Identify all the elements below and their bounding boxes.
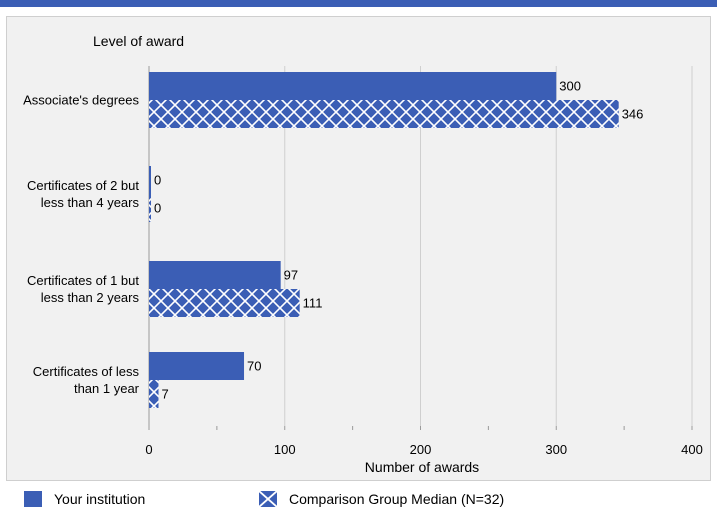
x-tick-label: 400: [681, 442, 703, 457]
bar-value-label: 97: [284, 268, 298, 283]
legend: Your institution Comparison Group Median…: [0, 488, 717, 514]
category-label: Associate's degrees: [23, 93, 139, 108]
category-label: less than 2 years: [41, 290, 140, 305]
x-tick-label: 100: [274, 442, 296, 457]
bar-chart: Level of award Number of awards 30009770…: [23, 33, 703, 475]
bar-value-label: 346: [622, 107, 644, 122]
category-label: Certificates of less: [33, 364, 140, 379]
bar-value-label: 0: [154, 173, 161, 188]
legend-swatch-solid: [24, 491, 42, 507]
legend-item-your-institution: Your institution: [24, 491, 145, 507]
bar: [149, 194, 151, 222]
legend-label: Your institution: [54, 491, 146, 507]
bar: [149, 380, 159, 408]
bar-value-label: 111: [303, 296, 323, 311]
category-label: less than 4 years: [41, 195, 140, 210]
bar: [149, 352, 245, 380]
bar: [149, 166, 151, 194]
bar-value-label: 70: [247, 359, 261, 374]
category-label: Certificates of 2 but: [27, 178, 139, 193]
bar: [149, 72, 557, 100]
x-axis-title: Number of awards: [365, 459, 479, 475]
bar: [149, 100, 619, 128]
x-tick-label: 0: [145, 442, 152, 457]
bar: [149, 261, 281, 289]
x-tick-label: 200: [410, 442, 432, 457]
bar-value-label: 0: [154, 201, 161, 216]
category-label: Certificates of 1 but: [27, 273, 139, 288]
bar: [149, 289, 300, 317]
y-axis-title: Level of award: [93, 33, 184, 49]
bar-value-label: 7: [162, 387, 169, 402]
top-rule: [0, 0, 717, 7]
legend-item-comparison-median: Comparison Group Median (N=32): [259, 491, 504, 507]
x-tick-label: 300: [545, 442, 567, 457]
category-label: than 1 year: [74, 381, 140, 396]
bar-value-label: 300: [559, 79, 581, 94]
legend-swatch-crosshatch: [259, 491, 277, 507]
legend-label: Comparison Group Median (N=32): [289, 491, 505, 507]
